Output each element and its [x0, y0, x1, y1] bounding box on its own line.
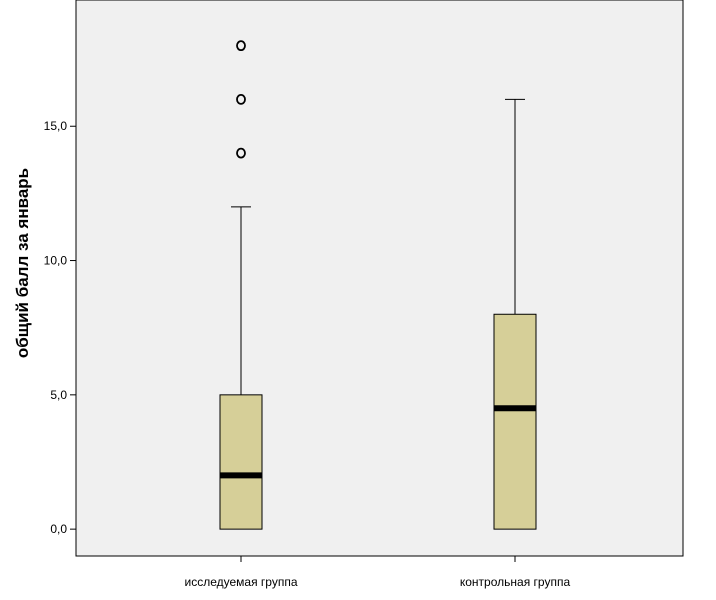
x-tick-label-1: контрольная группа: [460, 575, 571, 589]
y-tick-label-0: 0,0: [50, 522, 67, 536]
outlier-0-0: [236, 147, 246, 159]
x-tick-label-0: исследуемая группа: [185, 575, 298, 589]
y-tick-label-1: 5,0: [50, 388, 67, 402]
y-tick-label-3: 15,0: [44, 119, 68, 133]
y-axis: 0,0 5,0 10,0 15,0: [44, 119, 76, 536]
outlier-0-1: [236, 93, 246, 105]
y-tick-label-2: 10,0: [44, 254, 68, 268]
box-1: [493, 98, 537, 530]
box-rect-0: [219, 394, 263, 530]
plot-area: [75, 0, 684, 557]
boxes: [219, 40, 537, 530]
box-rect-1: [493, 313, 537, 530]
x-axis: исследуемая группа контрольная группа: [185, 556, 571, 589]
y-axis-title: общий балл за январь: [13, 168, 32, 358]
box-0: [219, 40, 263, 530]
outlier-0-2: [236, 40, 246, 52]
